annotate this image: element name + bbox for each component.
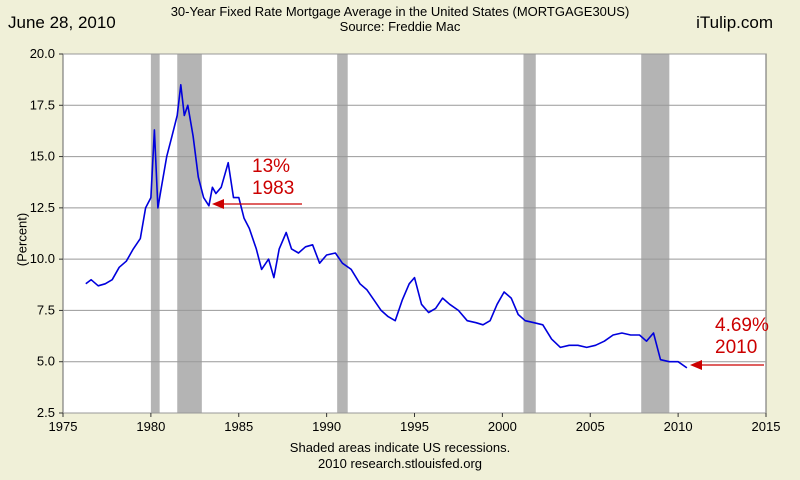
- arrow-1983-head: [212, 199, 224, 209]
- date-label: June 28, 2010: [8, 13, 116, 32]
- x-tick-label-2: 1985: [224, 419, 253, 434]
- y-tick-label-6: 17.5: [30, 97, 55, 112]
- annotation-1983-value: 13%: [252, 156, 291, 177]
- recession-footnote: Shaded areas indicate US recessions.: [289, 440, 511, 455]
- annotation-2010: 4.69% 2010: [715, 315, 769, 359]
- y-tick-label-4: 12.5: [30, 200, 55, 215]
- chart-title: 30-Year Fixed Rate Mortgage Average in t…: [170, 4, 630, 19]
- recession-band-4: [641, 54, 670, 413]
- recession-band-0: [150, 54, 160, 413]
- y-tick-label-1: 5.0: [37, 354, 55, 369]
- x-tick-label-5: 2000: [488, 419, 517, 434]
- y-tick-label-5: 15.0: [30, 149, 55, 164]
- annotation-2010-value: 4.69%: [715, 315, 769, 336]
- x-tick-label-8: 2015: [752, 419, 781, 434]
- y-tick-label-2: 7.5: [37, 302, 55, 317]
- x-tick-label-0: 1975: [49, 419, 78, 434]
- y-tick-label-7: 20.0: [30, 46, 55, 61]
- x-tick-label-1: 1980: [136, 419, 165, 434]
- recession-band-3: [523, 54, 536, 413]
- credit-footnote: 2010 research.stlouisfed.org: [317, 456, 483, 471]
- x-tick-label-6: 2005: [576, 419, 605, 434]
- recession-bands: [150, 54, 670, 413]
- annotation-1983-year: 1983: [252, 178, 295, 199]
- arrow-2010-head: [690, 360, 702, 370]
- annotation-1983: 13% 1983: [252, 156, 294, 200]
- x-tick-label-7: 2010: [664, 419, 693, 434]
- series-line-group: [85, 84, 688, 369]
- site-logo-text: iTulip.com: [696, 13, 773, 32]
- annotation-2010-year: 2010: [715, 337, 758, 358]
- y-tick-label-3: 10.0: [30, 251, 55, 266]
- series-line-0: [85, 84, 688, 369]
- x-tick-label-4: 1995: [400, 419, 429, 434]
- chart-source: Source: Freddie Mac: [339, 19, 461, 34]
- recession-band-2: [337, 54, 348, 413]
- y-tick-label-0: 2.5: [37, 405, 55, 420]
- annotation-arrows: [212, 199, 764, 370]
- y-axis-label: (Percent): [14, 212, 30, 267]
- recession-band-1: [177, 54, 202, 413]
- x-tick-label-3: 1990: [312, 419, 341, 434]
- axis-ticks: 2.5 5.0 7.5 10.0 12.5 15.0 17.5 20.0 1975 1980 198…: [30, 46, 781, 434]
